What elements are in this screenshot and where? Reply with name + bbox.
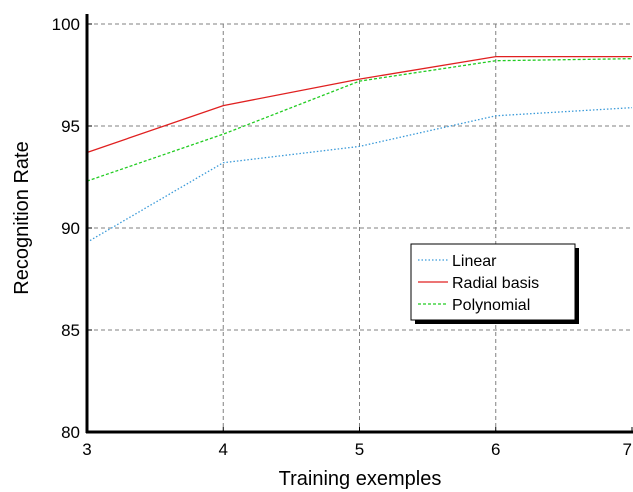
x-tick-label: 3 <box>82 440 91 459</box>
legend-label: Radial basis <box>452 275 539 292</box>
series-layer <box>86 55 633 243</box>
axes <box>85 14 633 434</box>
legend-label: Linear <box>452 253 497 270</box>
tick-labels: 80 85 90 95 100 3 4 5 6 7 <box>52 15 632 459</box>
series-line-radial-basis <box>86 55 632 154</box>
legend-label: Polynomial <box>452 297 530 314</box>
x-tick-label: 7 <box>623 440 632 459</box>
x-tick-label: 6 <box>491 440 500 459</box>
legend: Linear Radial basis Polynomial <box>410 243 579 324</box>
x-tick-label: 4 <box>219 440 228 459</box>
x-tick-label: 5 <box>355 440 364 459</box>
y-tick-label: 90 <box>61 219 80 238</box>
grid <box>87 23 632 432</box>
y-tick-label: 85 <box>61 321 80 340</box>
x-axis-label: Training exemples <box>279 468 442 490</box>
series-line-linear <box>86 106 633 243</box>
series-line-polynomial <box>86 58 633 182</box>
y-tick-label: 80 <box>61 423 80 442</box>
y-tick-label: 100 <box>52 15 80 34</box>
y-axis-label: Recognition Rate <box>11 141 33 294</box>
y-tick-label: 95 <box>61 117 80 136</box>
